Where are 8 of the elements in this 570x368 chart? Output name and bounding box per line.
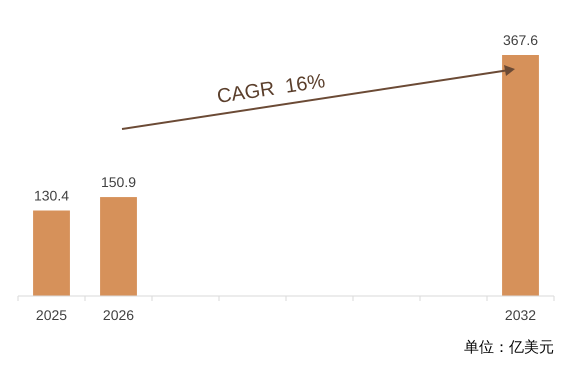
x-tick-label: 2026 (102, 307, 134, 323)
data-label: 150.9 (100, 174, 136, 190)
data-label: 130.4 (34, 188, 70, 204)
text: 单位：亿美元 (464, 339, 554, 356)
x-tick-label: 2025 (36, 307, 68, 323)
data-label: 367.6 (502, 32, 538, 48)
x-tick-label: 2032 (504, 307, 536, 323)
annotation: CAGR 16% (216, 70, 327, 108)
